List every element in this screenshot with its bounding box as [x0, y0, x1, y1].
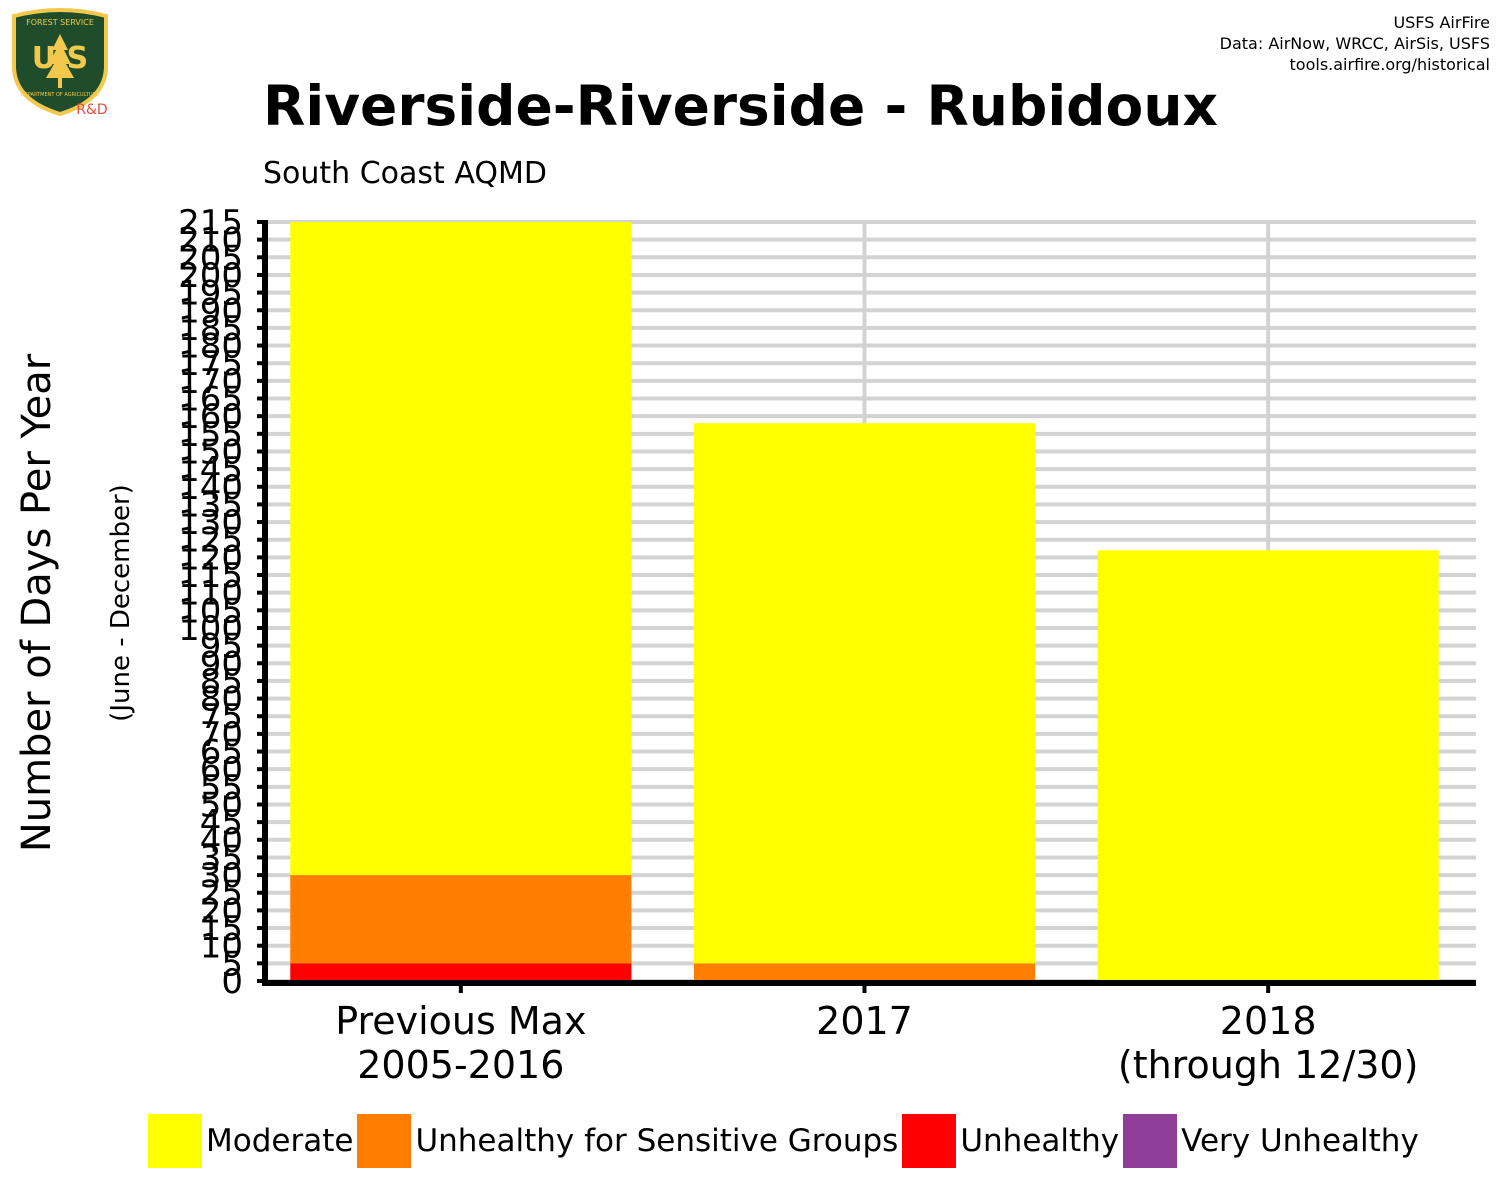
y-tick-label: 120	[178, 538, 243, 578]
y-tick-label: 110	[178, 574, 243, 614]
y-tick-label: 75	[200, 697, 243, 737]
bar-segment	[693, 963, 1036, 981]
y-tick-label: 85	[200, 662, 243, 702]
y-tick-label: 135	[178, 485, 243, 525]
y-tick-label: 170	[178, 362, 243, 402]
y-tick-label: 90	[200, 644, 243, 684]
logo-bottom-text: DEPARTMENT OF AGRICULTURE	[21, 92, 99, 98]
y-tick-label: 80	[200, 680, 243, 720]
legend: Moderate Unhealthy for Sensitive Groups Un…	[148, 1113, 1423, 1169]
x-tick-label: Previous Max	[335, 999, 586, 1043]
y-tick-label: 95	[200, 627, 243, 667]
bar-segment	[693, 423, 1036, 964]
bar-segment	[1097, 550, 1439, 981]
y-tick-label: 210	[178, 221, 243, 261]
y-tick-label: 165	[178, 380, 243, 420]
y-tick-label: 200	[178, 256, 243, 296]
logo-top-text: FOREST SERVICE	[26, 18, 94, 27]
credits: USFS AirFire Data: AirNow, WRCC, AirSis,…	[1220, 12, 1490, 75]
y-tick-label: 215	[178, 203, 243, 243]
x-tick-label: 2017	[816, 999, 913, 1043]
legend-swatch	[148, 1114, 202, 1168]
y-tick-label: 55	[200, 768, 243, 808]
legend-label: Very Unhealthy	[1181, 1123, 1419, 1159]
y-tick-label: 35	[200, 838, 243, 878]
y-tick-label: 5	[221, 944, 243, 984]
y-tick-label: 30	[200, 856, 243, 896]
bar-segment	[290, 222, 632, 876]
y-tick-label: 40	[200, 821, 243, 861]
chart-title: Riverside-Riverside - Rubidoux	[263, 74, 1218, 138]
y-tick-label: 25	[200, 874, 243, 914]
y-tick-label: 105	[178, 591, 243, 631]
credit-line: Data: AirNow, WRCC, AirSis, USFS	[1219, 34, 1490, 53]
y-tick-label: 45	[200, 803, 243, 843]
y-tick-label: 205	[178, 238, 243, 278]
y-tick-label: 145	[178, 450, 243, 490]
y-tick-label: 65	[200, 733, 243, 773]
y-tick-label: 140	[178, 468, 243, 508]
rd-badge: R&D	[76, 102, 107, 118]
legend-swatch	[357, 1114, 412, 1168]
y-tick-label: 10	[200, 927, 243, 967]
legend-label: Moderate	[206, 1123, 354, 1159]
legend-swatch	[902, 1114, 957, 1168]
y-tick-label: 115	[178, 556, 243, 596]
y-tick-label: 150	[178, 432, 243, 472]
y-tick-label: 50	[200, 785, 243, 825]
usfs-logo: FOREST SERVICE U S DEPARTMENT OF AGRICUL…	[12, 8, 108, 118]
y-tick-label: 130	[178, 503, 243, 543]
y-tick-label: 0	[221, 962, 243, 1002]
y-tick-label: 20	[200, 891, 243, 931]
legend-swatch	[1123, 1114, 1178, 1168]
legend-item: Very Unhealthy	[1123, 1114, 1419, 1168]
tree-icon	[46, 34, 74, 88]
y-tick-label: 100	[178, 609, 243, 649]
y-tick-label: 195	[178, 274, 243, 314]
bar-segment	[290, 875, 632, 964]
legend-label: Unhealthy	[960, 1123, 1120, 1159]
x-tick-label: 2005-2016	[357, 1043, 564, 1087]
bar-segment	[290, 963, 632, 981]
y-tick-label: 180	[178, 327, 243, 367]
legend-label: Unhealthy for Sensitive Groups	[415, 1123, 899, 1159]
legend-item: Unhealthy	[902, 1114, 1119, 1168]
y-tick-label: 70	[200, 715, 243, 755]
x-tick-label: 2018	[1220, 999, 1317, 1043]
y-tick-label: 155	[178, 415, 243, 455]
credit-line: USFS AirFire	[1393, 13, 1490, 32]
chart-subtitle: South Coast AQMD	[263, 156, 547, 191]
credit-line: tools.airfire.org/historical	[1289, 55, 1490, 74]
legend-item: Unhealthy for Sensitive Groups	[357, 1114, 898, 1168]
y-tick-label: 160	[178, 397, 243, 437]
y-tick-label: 125	[178, 521, 243, 561]
y-tick-label: 60	[200, 750, 243, 790]
y-tick-label: 185	[178, 309, 243, 349]
y-tick-label: 175	[178, 344, 243, 384]
x-tick-label: (through 12/30)	[1118, 1043, 1419, 1087]
y-tick-label: 190	[178, 291, 243, 331]
y-tick-label: 15	[200, 909, 243, 949]
legend-item: Moderate	[148, 1114, 353, 1168]
